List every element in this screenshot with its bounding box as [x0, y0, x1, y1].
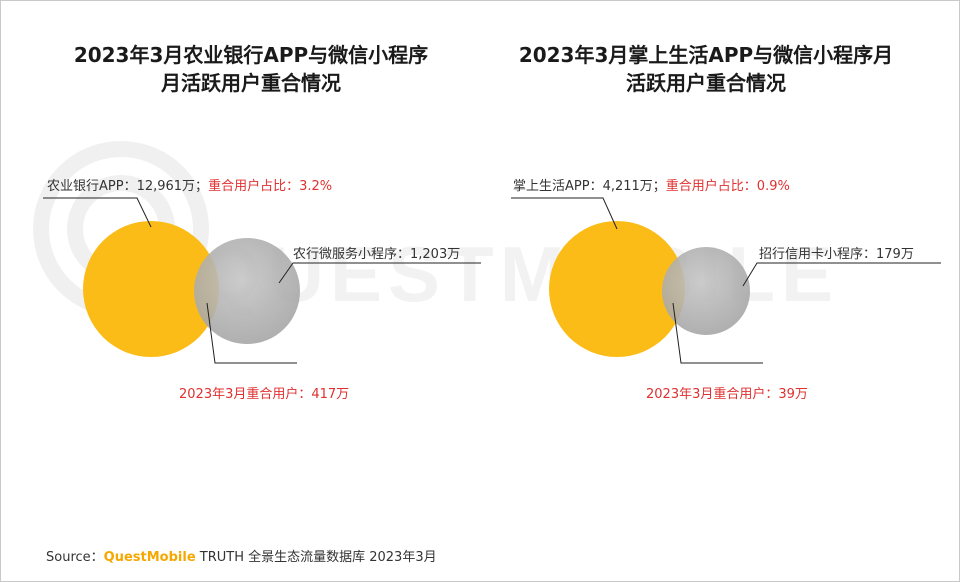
leader-left-overlap	[206, 302, 297, 364]
source-brand: QuestMobile	[103, 550, 196, 565]
source-note: Source：QuestMobile TRUTH 全景生态流量数据库 2023年…	[46, 546, 437, 565]
label-right-primary: 掌上生活APP：4,211万；重合用户占比：0.9%	[513, 175, 790, 194]
label-left-overlap: 2023年3月重合用户：417万	[179, 387, 350, 402]
leader-right-overlap	[672, 302, 763, 364]
chart-title-right: 2023年3月掌上生活APP与微信小程序月 活跃用户重合情况	[491, 41, 921, 97]
venn-left-leader-lines	[43, 197, 481, 364]
chart-title-left-line1: 2023年3月农业银行APP与微信小程序	[73, 43, 429, 67]
venn-right-secondary-circle	[662, 247, 750, 335]
leader-left-secondary	[278, 262, 481, 284]
chart-title-left: 2023年3月农业银行APP与微信小程序 月活跃用户重合情况	[41, 41, 461, 97]
source-prefix: Source：	[46, 550, 104, 565]
label-right-overlap: 2023年3月重合用户：39万	[646, 387, 808, 402]
source-suffix: TRUTH 全景生态流量数据库 2023年3月	[195, 550, 437, 565]
label-left-primary: 农业银行APP：12,961万；重合用户占比：3.2%	[47, 175, 332, 194]
chart-title-left-line2: 月活跃用户重合情况	[161, 71, 341, 95]
leader-left-primary	[43, 197, 152, 228]
venn-left-secondary-circle	[194, 238, 300, 344]
leader-right-primary	[511, 197, 618, 230]
label-left-secondary: 农行微服务小程序：1,203万	[293, 247, 461, 262]
venn-right-leader-lines	[511, 197, 941, 364]
label-right-primary-value: 掌上生活APP：4,211万；	[513, 179, 666, 194]
venn-left-primary-circle	[83, 221, 219, 357]
label-left-overlap-ratio: 重合用户占比：3.2%	[208, 179, 333, 194]
leader-right-secondary	[742, 262, 941, 287]
chart-title-right-line2: 活跃用户重合情况	[626, 71, 786, 95]
label-left-primary-value: 农业银行APP：12,961万；	[47, 179, 209, 194]
label-right-secondary: 招行信用卡小程序：179万	[759, 247, 914, 262]
label-right-overlap-ratio: 重合用户占比：0.9%	[665, 179, 790, 194]
venn-right-primary-circle	[549, 221, 685, 357]
chart-title-right-line1: 2023年3月掌上生活APP与微信小程序月	[518, 43, 894, 67]
